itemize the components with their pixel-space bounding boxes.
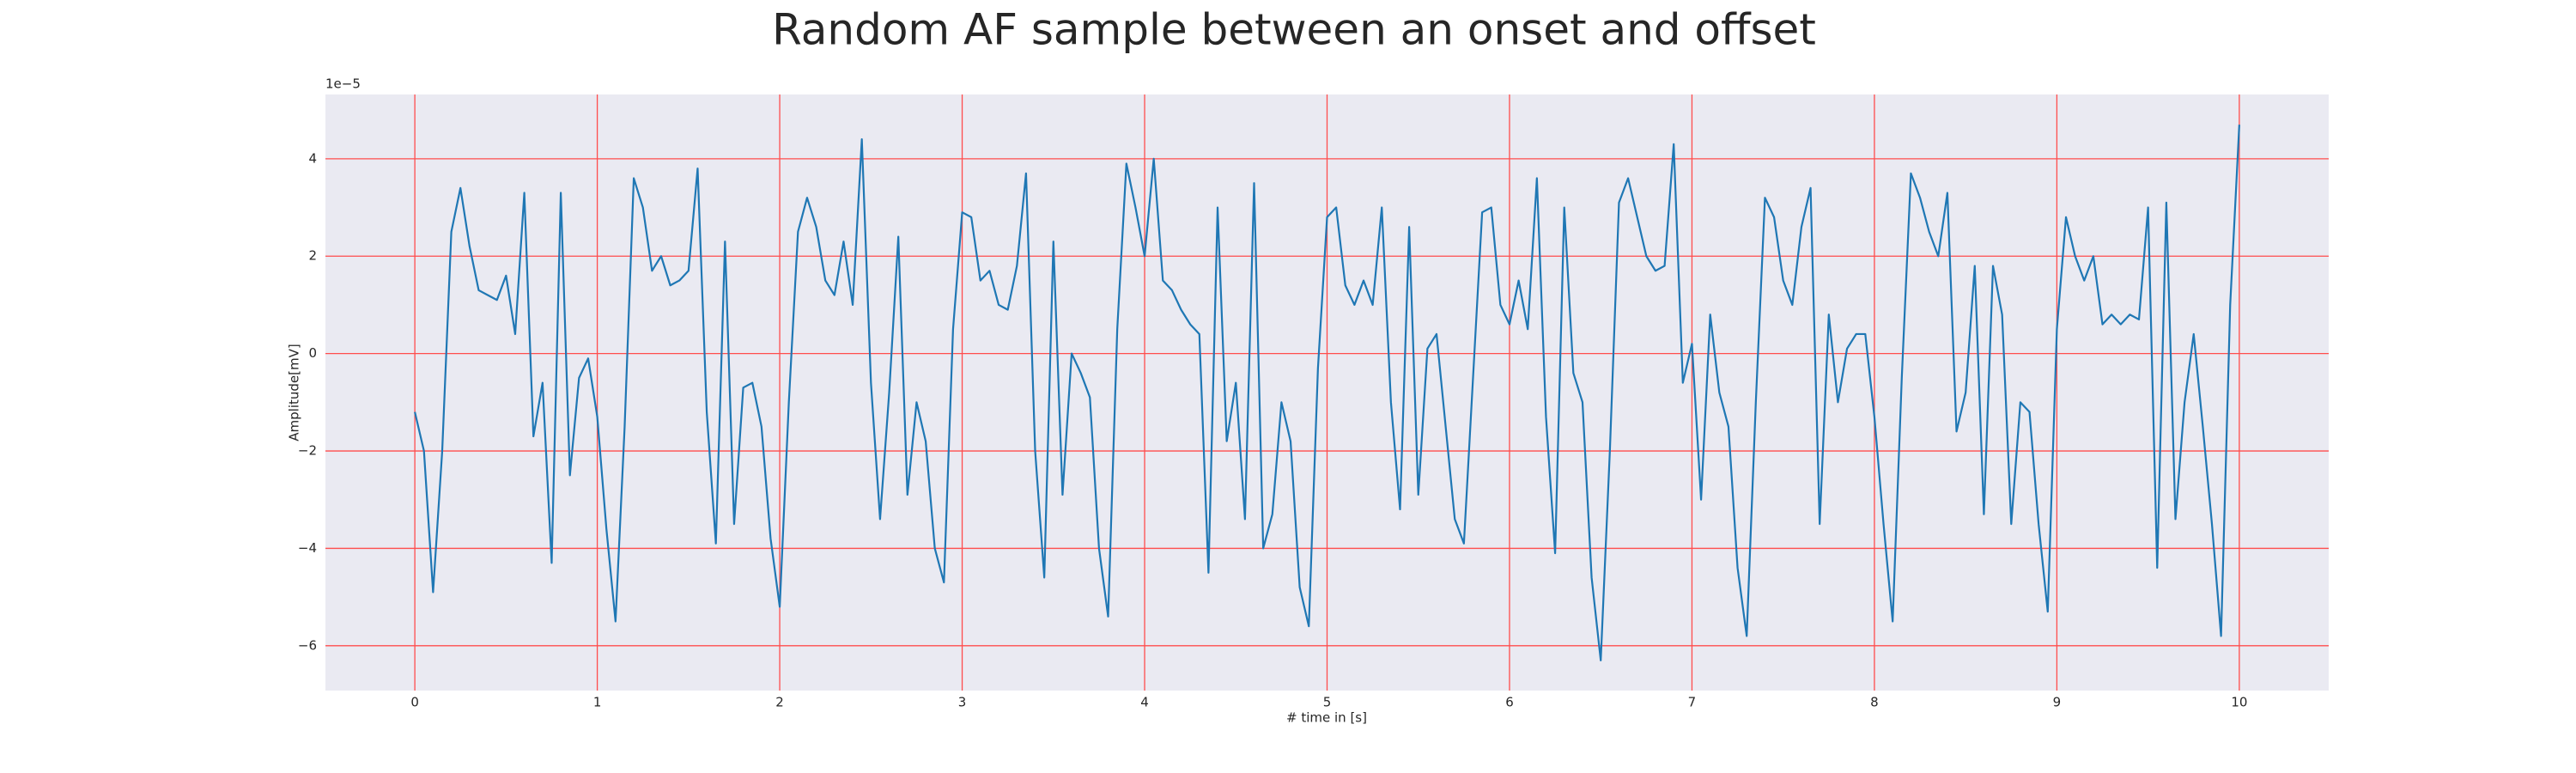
y-tick-label: 0	[308, 345, 317, 361]
y-tick-label: −6	[298, 637, 317, 653]
x-tick-label: 7	[1688, 695, 1697, 710]
x-tick-label: 2	[775, 695, 784, 710]
x-tick-label: 3	[958, 695, 967, 710]
x-tick-label: 0	[410, 695, 419, 710]
chart-title: Random AF sample between an onset and of…	[772, 5, 1816, 55]
x-tick-label: 9	[2053, 695, 2062, 710]
x-axis-label: # time in [s]	[1286, 710, 1367, 726]
y-offset-text: 1e−5	[325, 76, 361, 92]
y-tick-label: 2	[308, 248, 317, 264]
y-tick-label: −4	[298, 540, 317, 556]
y-tick-label: −2	[298, 443, 317, 459]
y-tick-label: 4	[308, 150, 317, 166]
marks	[414, 125, 2240, 661]
y-axis-label: Amplitude[mV]	[287, 344, 302, 441]
signal-line	[414, 125, 2240, 661]
grid	[325, 94, 2329, 691]
x-tick-label: 8	[1870, 695, 1879, 710]
x-tick-label: 6	[1505, 695, 1514, 710]
x-tick-label: 5	[1323, 695, 1332, 710]
x-tick-label: 4	[1140, 695, 1149, 710]
x-tick-label: 1	[593, 695, 602, 710]
x-tick-label: 10	[2231, 695, 2247, 710]
